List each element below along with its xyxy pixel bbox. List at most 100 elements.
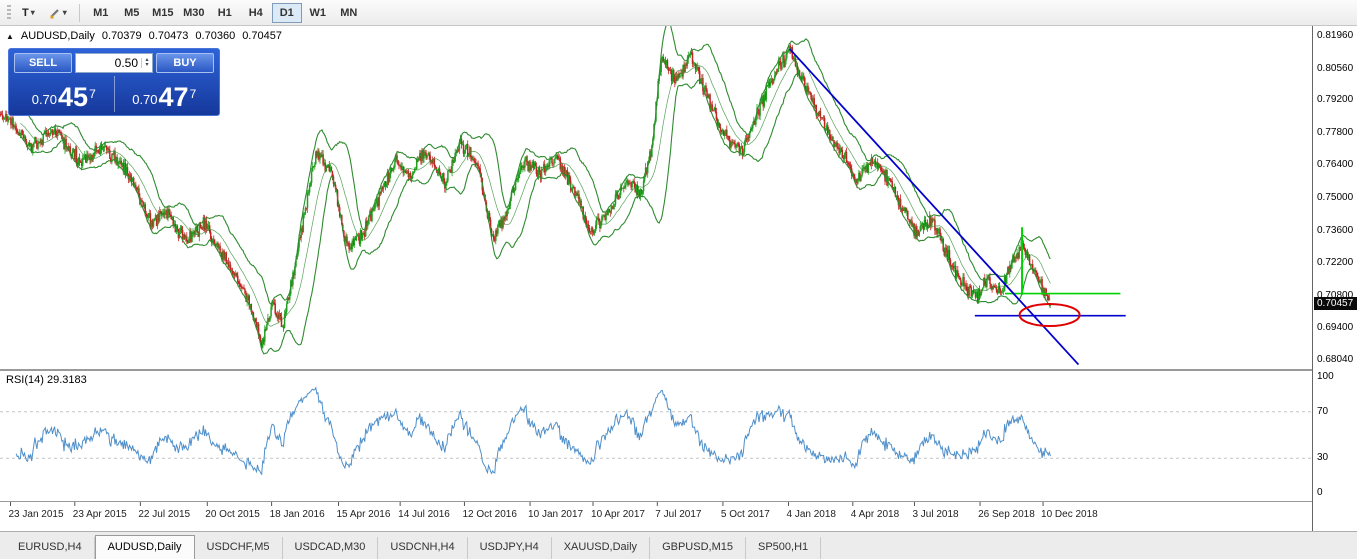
chart-tab-SP500-H1[interactable]: SP500,H1	[746, 537, 822, 559]
timeframe-buttons-group: M1 M5 M15 M30 H1 H4 D1 W1 MN	[86, 2, 364, 23]
trade-prices-row: 0.70 45 7 0.70 47 7	[14, 76, 214, 112]
sell-price-prefix: 0.70	[31, 92, 58, 107]
ohlc-low: 0.70360	[195, 30, 236, 42]
axis-divider	[0, 501, 1312, 502]
trade-controls-row: SELL 0.50 ▴ ▾ BUY	[14, 53, 214, 73]
price-chart-svg	[0, 26, 1126, 366]
sell-button[interactable]: SELL	[14, 53, 72, 73]
timeframe-button-M30[interactable]: M30	[179, 3, 209, 23]
price-label: 0.69400	[1317, 322, 1354, 334]
date-label[interactable]: 26 Sep 2018	[978, 509, 1035, 520]
date-axis[interactable]: 23 Jan 2015 23 Apr 2015 22 Jul 2015 20 Oct …	[0, 502, 1312, 531]
pane-divider[interactable]	[0, 369, 1312, 371]
timeframe-button-D1[interactable]: D1	[271, 2, 302, 23]
price-label: 0.75000	[1317, 192, 1354, 204]
caret-down-icon: ▾	[62, 8, 67, 17]
timeframe-toolbar: T ▾ ▾ M1 M5 M15 M30 H1 H4 D1 W1 MN	[0, 0, 1357, 26]
rsi-svg	[0, 386, 1312, 476]
buy-price[interactable]: 0.70 47 7	[115, 76, 215, 112]
sell-price-point: 7	[89, 87, 96, 101]
bollinger-middle-band	[20, 58, 1051, 327]
drawing-tools-button[interactable]: ▾	[43, 3, 73, 23]
price-divider	[113, 76, 115, 112]
timeframe-button-W1[interactable]: W1	[303, 3, 333, 23]
chart-tab-XAUUSD-Daily[interactable]: XAUUSD,Daily	[552, 537, 651, 559]
chart-tab-bar: EURUSD,H4 AUDUSD,Daily USDCHF,M5 USDCAD,M30…	[0, 531, 1357, 559]
ohlc-high: 0.70473	[148, 30, 189, 42]
price-label: 0.70800	[1317, 289, 1354, 301]
pencil-icon	[50, 8, 59, 18]
date-label[interactable]: 4 Apr 2018	[850, 509, 900, 520]
buy-button[interactable]: BUY	[156, 53, 214, 73]
price-axis[interactable]: 0.70457 0.81960 0.80560 0.79200 0.77800 0.76…	[1312, 26, 1357, 531]
ohlc-close: 0.70457	[242, 30, 282, 42]
date-label[interactable]: 10 Jan 2017	[528, 509, 584, 520]
downtrend-line[interactable]	[789, 48, 1080, 366]
text-tool-label: T	[22, 6, 29, 19]
rsi-scale-label: 70	[1317, 405, 1329, 417]
date-label[interactable]: 18 Jan 2016	[269, 509, 325, 520]
buy-price-pips: 47	[158, 82, 189, 112]
date-label[interactable]: 4 Jan 2018	[786, 509, 837, 520]
rsi-indicator-pane[interactable]: RSI(14) 29.3183	[0, 371, 1312, 501]
bollinger-upper-band	[19, 26, 1051, 305]
bollinger-lower-band	[20, 73, 1051, 355]
volume-value[interactable]: 0.50	[114, 56, 138, 70]
date-label[interactable]: 12 Oct 2016	[462, 509, 517, 520]
price-label: 0.68040	[1317, 354, 1354, 366]
price-label: 0.80560	[1317, 62, 1354, 74]
timeframe-button-H1[interactable]: H1	[210, 3, 240, 23]
highlight-ellipse[interactable]	[1018, 302, 1081, 327]
one-click-collapse-button[interactable]: ▲	[6, 31, 14, 41]
price-label: 0.81960	[1317, 30, 1354, 41]
sell-price-pips: 45	[58, 82, 89, 112]
date-label[interactable]: 10 Dec 2018	[1041, 509, 1098, 520]
volume-spinner[interactable]: ▴ ▾	[141, 57, 152, 68]
volume-input[interactable]: 0.50 ▴ ▾	[75, 53, 153, 73]
date-label[interactable]: 15 Apr 2016	[336, 509, 391, 520]
timeframe-button-M5[interactable]: M5	[117, 3, 147, 23]
date-ticks-svg	[9, 502, 1044, 506]
timeframe-button-M15[interactable]: M15	[148, 3, 178, 23]
chart-symbol-label: AUDUSD,Daily	[20, 30, 95, 42]
rsi-scale-label: 30	[1317, 452, 1329, 464]
chart-tab-USDCAD-M30[interactable]: USDCAD,M30	[283, 537, 379, 559]
current-price-tag: 0.70457	[1314, 296, 1357, 310]
toolbar-separator	[78, 3, 80, 22]
rsi-label: RSI(14) 29.3183	[6, 374, 87, 386]
date-label[interactable]: 3 Jul 2018	[912, 509, 959, 520]
date-label[interactable]: 14 Jul 2016	[398, 509, 450, 520]
price-label: 0.79200	[1317, 94, 1354, 106]
toolbar-grip[interactable]	[7, 4, 11, 21]
date-label[interactable]: 5 Oct 2017	[720, 509, 770, 520]
spinner-down-icon[interactable]: ▾	[145, 62, 149, 68]
chart-tab-EURUSD-H4[interactable]: EURUSD,H4	[6, 537, 95, 559]
chart-header: ▲ AUDUSD,Daily 0.70379 0.70473 0.70360 0…	[6, 30, 282, 42]
rsi-scale-label: 0	[1317, 487, 1323, 498]
chart-tab-USDCNH-H4[interactable]: USDCNH,H4	[378, 537, 468, 559]
spinner-up-icon[interactable]: ▴	[145, 57, 149, 63]
buy-price-point: 7	[189, 87, 197, 101]
timeframe-button-MN[interactable]: MN	[334, 3, 364, 23]
date-label[interactable]: 7 Jul 2017	[655, 509, 702, 520]
chart-tab-AUDUSD-Daily[interactable]: AUDUSD,Daily	[94, 535, 195, 559]
price-label: 0.76400	[1317, 159, 1354, 171]
rsi-line	[15, 386, 1051, 476]
timeframe-button-M1[interactable]: M1	[86, 3, 116, 23]
text-tool-button[interactable]: T ▾	[16, 3, 41, 23]
date-label[interactable]: 23 Apr 2015	[72, 509, 127, 520]
date-label[interactable]: 20 Oct 2015	[205, 509, 260, 520]
date-label[interactable]: 10 Apr 2017	[591, 509, 645, 520]
price-label: 0.77800	[1317, 126, 1354, 138]
chart-tab-USDCHF-M5[interactable]: USDCHF,M5	[195, 537, 283, 559]
chart-tab-USDJPY-H4[interactable]: USDJPY,H4	[468, 537, 552, 559]
date-label[interactable]: 22 Jul 2015	[138, 509, 191, 520]
candles-up-bodies	[2, 45, 1052, 348]
timeframe-button-H4[interactable]: H4	[241, 3, 271, 23]
price-chart-pane[interactable]: ▲ AUDUSD,Daily 0.70379 0.70473 0.70360 0…	[0, 26, 1312, 369]
rsi-scale-label: 100	[1317, 371, 1334, 382]
date-label[interactable]: 23 Jan 2015	[8, 509, 64, 520]
sell-price[interactable]: 0.70 45 7	[14, 76, 114, 112]
chart-tab-GBPUSD-M15[interactable]: GBPUSD,M15	[650, 537, 746, 559]
